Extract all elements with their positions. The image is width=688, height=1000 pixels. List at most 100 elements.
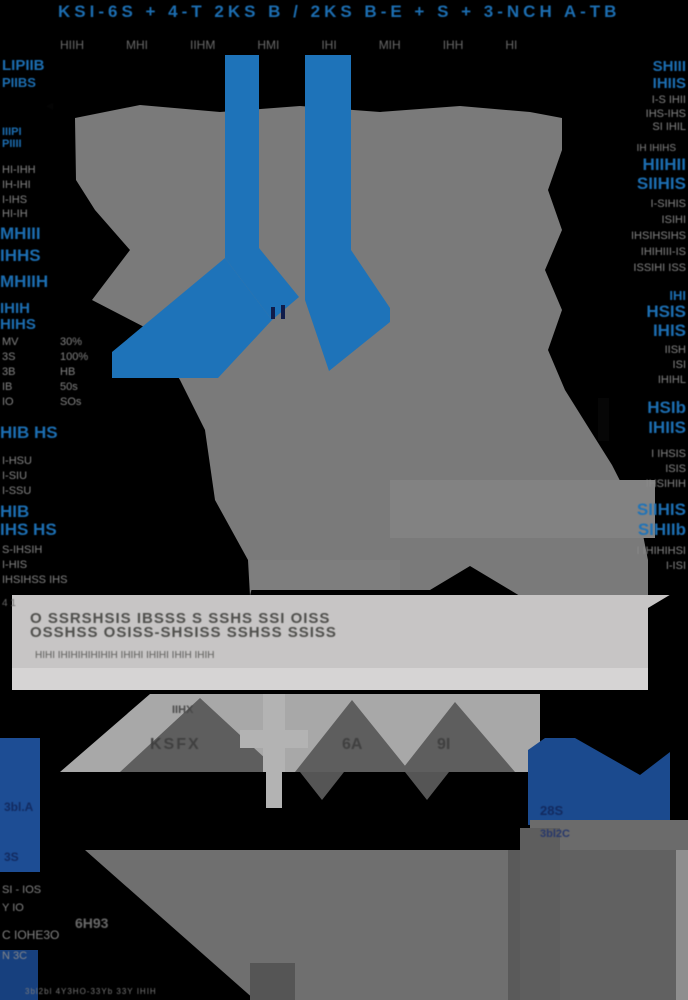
mountain-wedge-2: [405, 772, 449, 800]
left-promo-4: IHIH: [0, 300, 30, 317]
right-gray2d: IHIHIII-IS: [640, 246, 686, 258]
right-gray5a: I IHSIS: [651, 448, 686, 460]
right-gray6b: I-ISI: [665, 560, 686, 572]
banner-corner-note: 4 1: [2, 598, 16, 609]
navy-flag-below-text: 3bl2C: [540, 828, 570, 840]
right-gray5b: ISIS: [665, 463, 686, 475]
mountain-2: [295, 700, 410, 772]
right-gray6a: I IHIHIHSI: [636, 545, 686, 557]
left-table-r3-val: HB: [60, 366, 76, 378]
banner-band-light: [12, 668, 648, 690]
right-blue5b: IHIIS: [648, 418, 686, 437]
left-table-r1-key: MV: [2, 336, 19, 348]
footer-line-2: Y IO: [2, 902, 24, 914]
left-heading-1: HIB HS: [0, 423, 58, 442]
left-table-r4-key: IB: [2, 381, 13, 393]
banner-subline: HIHI IHIHIHIHIHIH IHIHI IHIHI IHIH IHIH: [35, 650, 215, 661]
ribbon-right-bar: [305, 55, 390, 371]
logo-line-4: PIIII: [2, 138, 22, 150]
ribbon-tick-1: [271, 307, 275, 319]
left-promo-3: MHIIH: [0, 272, 49, 291]
right-gray2a: I-SIHIS: [650, 198, 686, 210]
nav-band-row: HIIH MHI IIHM HMI IHI MIH IHH HI: [60, 38, 640, 52]
nav-item[interactable]: HIIH: [60, 38, 84, 52]
right-gray4b: ISI: [672, 359, 686, 371]
navy-bottom-left-block: [0, 950, 38, 1000]
header-title: KSI-6S + 4-T 2KS B / 2KS B-E + S + 3-NCH…: [58, 2, 621, 21]
mountains-label-9i[interactable]: 9I: [437, 736, 451, 753]
left-table-r5-key: IO: [2, 396, 14, 408]
right-blue2b: SIIHIS: [636, 174, 686, 193]
left-heading-2b: IHS HS: [0, 520, 57, 539]
right-blue6b: SIHIIb: [637, 520, 686, 539]
mountain-3: [400, 702, 515, 772]
banner-heading-2: OSSHSS OSISS-SHSISS SSHSS SSISS: [30, 624, 337, 641]
navy-left-block: [0, 738, 40, 872]
footer-line-4: N 3C: [2, 950, 28, 962]
banner-black-corner: [648, 584, 688, 690]
hero-light-patch: [390, 480, 655, 538]
footer-line-1: SI - IOS: [2, 884, 42, 896]
arrow-icon: ◄: [43, 98, 56, 113]
nav-item[interactable]: MIH: [378, 38, 401, 52]
footer-big-word: 6H93: [75, 915, 109, 931]
mountains-label-6a[interactable]: 6A: [342, 736, 363, 753]
left-heading-2a: HIB: [0, 502, 30, 521]
right-gray1b: IHS-IHS: [645, 108, 686, 120]
right-gray1c: SI IHIL: [652, 121, 686, 133]
mountains-top-label: IIHX: [172, 704, 194, 716]
right-gray2e: ISSIHI ISS: [633, 262, 686, 274]
left-contact-1: HI-IHH: [2, 164, 36, 176]
left-promo-2: IHHS: [0, 246, 41, 265]
left-text3-1: S-IHSIH: [2, 544, 43, 556]
mountain-wedge-1: [300, 772, 344, 800]
right-gray2b: ISIHI: [661, 214, 686, 226]
left-text2-1: I-HSU: [2, 455, 32, 467]
footer-line-3: C IOHE3O: [2, 928, 60, 942]
left-table-r5-val: SOs: [60, 396, 82, 408]
mountain-1: [120, 698, 280, 772]
hero-light-strip: [250, 560, 400, 590]
plus-bar: [240, 730, 308, 748]
footer-dark-block: [250, 963, 295, 1000]
nav-item[interactable]: HMI: [257, 38, 280, 52]
nav-item[interactable]: IIHM: [190, 38, 216, 52]
logo-line-2: PIIBS: [2, 75, 36, 90]
navy-right-flag: [528, 738, 670, 825]
ribbon-tick-2: [281, 305, 285, 319]
navy-flag-text: 28S: [540, 803, 564, 818]
ribbon-left-bar: [225, 55, 299, 320]
nav-item[interactable]: IHI: [321, 38, 337, 52]
mountains-label-ksfx[interactable]: KSFX: [150, 736, 201, 753]
banner-band: [12, 595, 688, 668]
right-blue4a: HSIS: [646, 302, 686, 321]
footer-light-edge: [676, 850, 688, 1000]
logo-line-1: LIPIIB: [2, 57, 45, 74]
left-promo-1: MHIII: [0, 224, 41, 243]
right-gray1a: I-S IHII: [651, 94, 686, 106]
right-blue4b: IHIS: [652, 321, 686, 340]
left-text2-2: I-SIU: [2, 470, 28, 482]
banner-heading-1: O SSRSHSIS IBSSS S SSHS SSI OISS: [30, 610, 331, 627]
right-blue1b: IHIIS: [652, 75, 686, 92]
nav-item[interactable]: MHI: [126, 38, 148, 52]
footer-copyright: 3bl2bl 4Y3HO-33Yb 33Y IHIH: [25, 987, 157, 996]
left-promo-5: HIHS: [0, 316, 36, 333]
left-table-r3-key: 3B: [2, 366, 16, 378]
right-blue2a: HIIHII: [642, 155, 686, 174]
left-table-r1-val: 30%: [60, 336, 83, 348]
left-text3-3: IHSIHSS IHS: [2, 574, 68, 586]
nav-item[interactable]: HI: [505, 38, 518, 52]
right-blue5a: HSIb: [647, 398, 686, 417]
left-table-r2-val: 100%: [60, 351, 89, 363]
ribbon-left-flare: [112, 258, 272, 378]
nav-item[interactable]: IHH: [442, 38, 464, 52]
right-gray4a: IISH: [664, 344, 686, 356]
navy-left-text-1: 3bl.A: [4, 800, 34, 814]
left-contact-2: IH-IHI: [2, 179, 31, 191]
left-text3-2: I-HIS: [2, 559, 28, 571]
footer-col-strip: [520, 828, 560, 1000]
hero-silhouette: [75, 105, 648, 596]
